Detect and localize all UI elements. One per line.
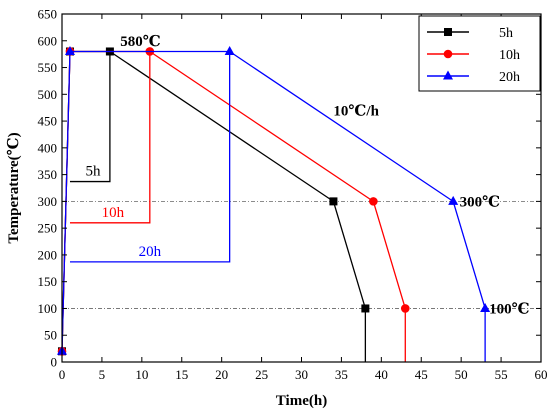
annotation: 10℃/h xyxy=(333,103,379,119)
hold-bracket-5h xyxy=(69,51,111,183)
y-tick-label: 50 xyxy=(44,328,57,343)
legend-item-20h: 20h xyxy=(427,70,520,85)
data-point-20h xyxy=(224,45,235,55)
legend-marker xyxy=(443,70,453,80)
y-tick-label: 300 xyxy=(38,194,58,209)
hold-label-20h: 20h xyxy=(139,244,162,260)
y-tick-label: 0 xyxy=(51,355,58,370)
x-tick-label: 40 xyxy=(375,367,388,382)
y-tick-label: 650 xyxy=(38,7,58,22)
hold-label-10h: 10h xyxy=(102,205,125,221)
x-tick-label: 15 xyxy=(175,367,188,382)
axes: 0 5 10 15 20 25 30 35 40 45 50 55 600501001502002503… xyxy=(38,7,548,383)
legend-label: 5h xyxy=(499,26,513,41)
y-tick-label: 350 xyxy=(38,167,58,182)
legend-marker xyxy=(443,49,453,59)
x-axis-title: Time(h) xyxy=(276,393,327,409)
y-tick-label: 200 xyxy=(38,247,58,262)
x-tick-label: 10 xyxy=(135,367,148,382)
data-point-5h xyxy=(361,304,370,313)
data-point-5h xyxy=(329,197,338,206)
y-axis-title: Temperature(℃) xyxy=(6,132,22,243)
x-tick-label: 50 xyxy=(455,367,468,382)
plot-data: 5h 10h 20h xyxy=(57,45,491,362)
x-tick-label: 30 xyxy=(295,367,308,382)
hold-bracket-10h xyxy=(69,51,151,224)
legend-marker xyxy=(444,28,452,36)
reference-lines xyxy=(62,200,541,309)
data-point-10h xyxy=(369,197,378,206)
data-point-20h xyxy=(64,45,75,55)
data-point-20h xyxy=(448,195,459,205)
hold-bracket-20h xyxy=(69,51,231,263)
x-tick-label: 60 xyxy=(535,367,548,382)
annotations: 580℃ 10℃/h 300℃ 100℃ xyxy=(120,34,529,318)
x-tick-label: 5 xyxy=(99,367,106,382)
y-tick-label: 450 xyxy=(38,114,58,129)
x-tick-label: 20 xyxy=(215,367,228,382)
legend-item-5h: 5h xyxy=(427,26,513,41)
annotation: 580℃ xyxy=(120,34,161,50)
x-tick-label: 45 xyxy=(415,367,428,382)
y-tick-label: 150 xyxy=(38,274,58,289)
y-tick-label: 500 xyxy=(38,87,58,102)
x-tick-label: 0 xyxy=(59,367,66,382)
legend-label: 10h xyxy=(499,48,520,63)
legend-label: 20h xyxy=(499,70,520,85)
annotation: 300℃ xyxy=(460,194,501,210)
y-tick-label: 250 xyxy=(38,221,58,236)
y-tick-label: 550 xyxy=(38,60,58,75)
y-tick-label: 100 xyxy=(38,301,58,316)
y-tick-label: 600 xyxy=(38,33,58,48)
series-line-20h xyxy=(61,50,486,362)
hold-label-5h: 5h xyxy=(85,164,101,180)
annotation: 100℃ xyxy=(489,301,530,317)
data-point-10h xyxy=(400,304,410,313)
legend: 5h 10h 20h xyxy=(418,15,541,92)
y-tick-label: 400 xyxy=(38,140,58,155)
series-20h: 20h xyxy=(57,45,491,362)
legend-item-10h: 10h xyxy=(427,48,520,63)
x-tick-label: 55 xyxy=(495,367,508,382)
x-tick-label: 35 xyxy=(335,367,348,382)
data-point-20h xyxy=(480,302,491,312)
x-tick-label: 25 xyxy=(255,367,268,382)
